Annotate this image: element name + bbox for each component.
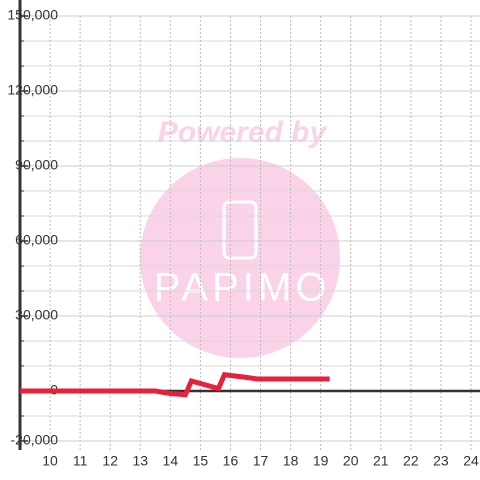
- x-tick-label: 21: [373, 453, 389, 469]
- y-tick-label: 120,000: [7, 82, 58, 98]
- x-tick-label: 23: [433, 453, 449, 469]
- x-tick-label: 22: [403, 453, 419, 469]
- line-series: [20, 372, 330, 398]
- watermark-text: Powered by: [158, 116, 328, 149]
- x-tick-label: 20: [343, 453, 359, 469]
- x-tick-label: 14: [163, 453, 179, 469]
- y-tick-label: 150,000: [7, 7, 58, 23]
- x-tick-label: 10: [42, 453, 58, 469]
- x-tick-label: 15: [193, 453, 209, 469]
- x-tick-label: 19: [313, 453, 329, 469]
- y-tick-label: 30,000: [15, 307, 58, 323]
- watermark-icon: [222, 200, 258, 260]
- watermark-logo: PAPIMO: [154, 266, 331, 310]
- y-tick-label: 60,000: [15, 232, 58, 248]
- y-tick-label: -20,000: [11, 432, 59, 448]
- x-tick-label: 12: [102, 453, 118, 469]
- x-tick-label: 18: [283, 453, 299, 469]
- x-tick-label: 13: [132, 453, 148, 469]
- y-tick-label: 90,000: [15, 157, 58, 173]
- x-tick-label: 11: [73, 453, 88, 469]
- x-tick-label: 16: [223, 453, 239, 469]
- x-tick-label: 24: [463, 453, 479, 469]
- x-tick-label: 17: [253, 453, 269, 469]
